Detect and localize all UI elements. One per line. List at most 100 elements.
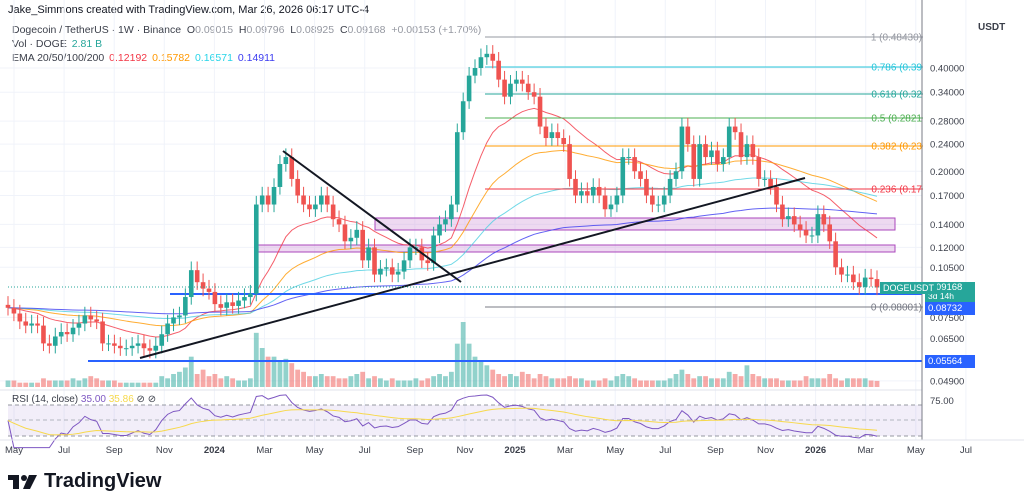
- volume-bar: [324, 376, 330, 387]
- candle: [135, 343, 141, 346]
- volume-bar: [448, 371, 454, 387]
- ema-100-line: [7, 177, 878, 320]
- volume-bar: [797, 380, 803, 387]
- brand-name: TradingView: [44, 470, 162, 492]
- time-tick-label: Mar: [858, 445, 874, 456]
- currency-label[interactable]: USDT: [978, 22, 1006, 33]
- time-tick-label: May: [5, 445, 23, 456]
- volume-bar: [472, 356, 478, 387]
- price-tick-label: 0.04900: [930, 376, 964, 387]
- price-tick-label: 0.20000: [930, 167, 964, 178]
- ema-50-line: [7, 149, 878, 327]
- volume-bar: [413, 378, 419, 387]
- volume-bar: [76, 380, 82, 387]
- volume-bar: [508, 374, 513, 387]
- candle: [762, 178, 767, 180]
- volume-bar: [224, 376, 230, 387]
- volume-bar: [117, 382, 123, 387]
- candle: [667, 178, 673, 196]
- volume-bar: [596, 380, 602, 387]
- volume-bar: [419, 380, 425, 387]
- candle: [638, 171, 643, 179]
- uptrend-line[interactable]: [139, 177, 806, 359]
- candle: [466, 75, 472, 102]
- candle: [726, 126, 732, 158]
- hide-icon[interactable]: ⊘: [136, 394, 145, 405]
- candle: [460, 101, 466, 133]
- volume-bar: [129, 382, 135, 387]
- downtrend-line[interactable]: [282, 150, 462, 283]
- volume-bar: [171, 374, 176, 387]
- time-tick-label: Jul: [359, 445, 371, 456]
- volume-bar: [697, 376, 703, 387]
- candle: [744, 144, 750, 158]
- candle: [655, 204, 661, 206]
- price-axis[interactable]: 0.40000 0.34000 0.28000 0.24000 0.20000 0.170…: [930, 64, 964, 408]
- volume-bar: [342, 378, 348, 387]
- volume-bar: [247, 378, 253, 387]
- volume-bar: [738, 376, 744, 387]
- candle: [171, 317, 176, 324]
- level-tag-1: 0.08732: [925, 302, 975, 315]
- candle: [780, 204, 785, 220]
- tradingview-logo[interactable]: TradingView: [8, 470, 161, 493]
- fib-retracement[interactable]: 1 (0.48430) 0.786 (0.39 0.618 (0.32 0.5 (0.…: [485, 33, 923, 314]
- candle: [366, 247, 371, 261]
- volume-bar: [862, 378, 868, 387]
- ema-lines: [7, 107, 878, 338]
- price-tick-label: 0.17000: [930, 191, 964, 202]
- volume-bar: [301, 371, 306, 387]
- time-tick-label: May: [907, 445, 925, 456]
- symbol-tag: DOGEUSDT: [880, 282, 938, 294]
- volume-bar: [70, 378, 76, 387]
- candle: [809, 235, 815, 237]
- volume-bar: [750, 374, 756, 387]
- time-tick-label: Jul: [659, 445, 671, 456]
- volume-bar: [218, 378, 224, 387]
- candle: [720, 157, 726, 165]
- volume-bar: [827, 374, 833, 387]
- candle: [313, 204, 318, 210]
- volume-bar: [673, 374, 679, 387]
- hide-icon[interactable]: ⊘: [147, 394, 157, 405]
- volume-bar: [531, 378, 537, 387]
- price-tick-label: 0.34000: [930, 88, 964, 99]
- volume-bar: [519, 371, 525, 387]
- candle: [851, 274, 856, 283]
- volume-bar: [762, 378, 768, 387]
- candle: [827, 224, 833, 242]
- volume-bar: [620, 374, 626, 387]
- rsi-legend[interactable]: RSI (14, close) 35.00 35.86 ⊘ ⊘: [12, 394, 157, 405]
- volume-bar: [378, 378, 383, 387]
- candle: [324, 195, 330, 205]
- candle: [348, 237, 354, 242]
- candle: [774, 186, 779, 205]
- candle: [632, 157, 637, 172]
- volume-bar: [454, 343, 460, 387]
- candle: [330, 204, 336, 220]
- volume-bar: [253, 332, 259, 387]
- candle: [703, 144, 708, 158]
- volume-legend[interactable]: Vol · DOGE 2.81 B: [12, 38, 103, 50]
- ema20-value: 0.12192: [109, 52, 148, 64]
- volume-bar: [165, 378, 171, 387]
- candle: [389, 267, 395, 275]
- price-tick-label: 0.24000: [930, 140, 964, 151]
- volume-bar: [236, 380, 241, 387]
- tradingview-logo-icon: [8, 474, 37, 489]
- candles: [5, 45, 880, 359]
- volume-bar: [561, 378, 567, 387]
- candle: [129, 345, 135, 349]
- symbol-legend[interactable]: Dogecoin / TetherUS · 1W · Binance O0.09…: [12, 24, 482, 36]
- volume-bar: [354, 374, 360, 387]
- candle: [697, 144, 702, 179]
- candle: [112, 343, 117, 346]
- fib-level-label: 0.382 (0.23: [871, 142, 922, 153]
- time-axis[interactable]: May Jul Sep Nov 2024 Mar May Jul Sep Nov 2025 Mar Ma…: [5, 445, 972, 456]
- volume-bar: [638, 380, 643, 387]
- candle: [520, 79, 525, 84]
- volume-bar: [348, 376, 354, 387]
- time-tick-label: 2026: [805, 445, 826, 456]
- volume-bar: [318, 374, 324, 387]
